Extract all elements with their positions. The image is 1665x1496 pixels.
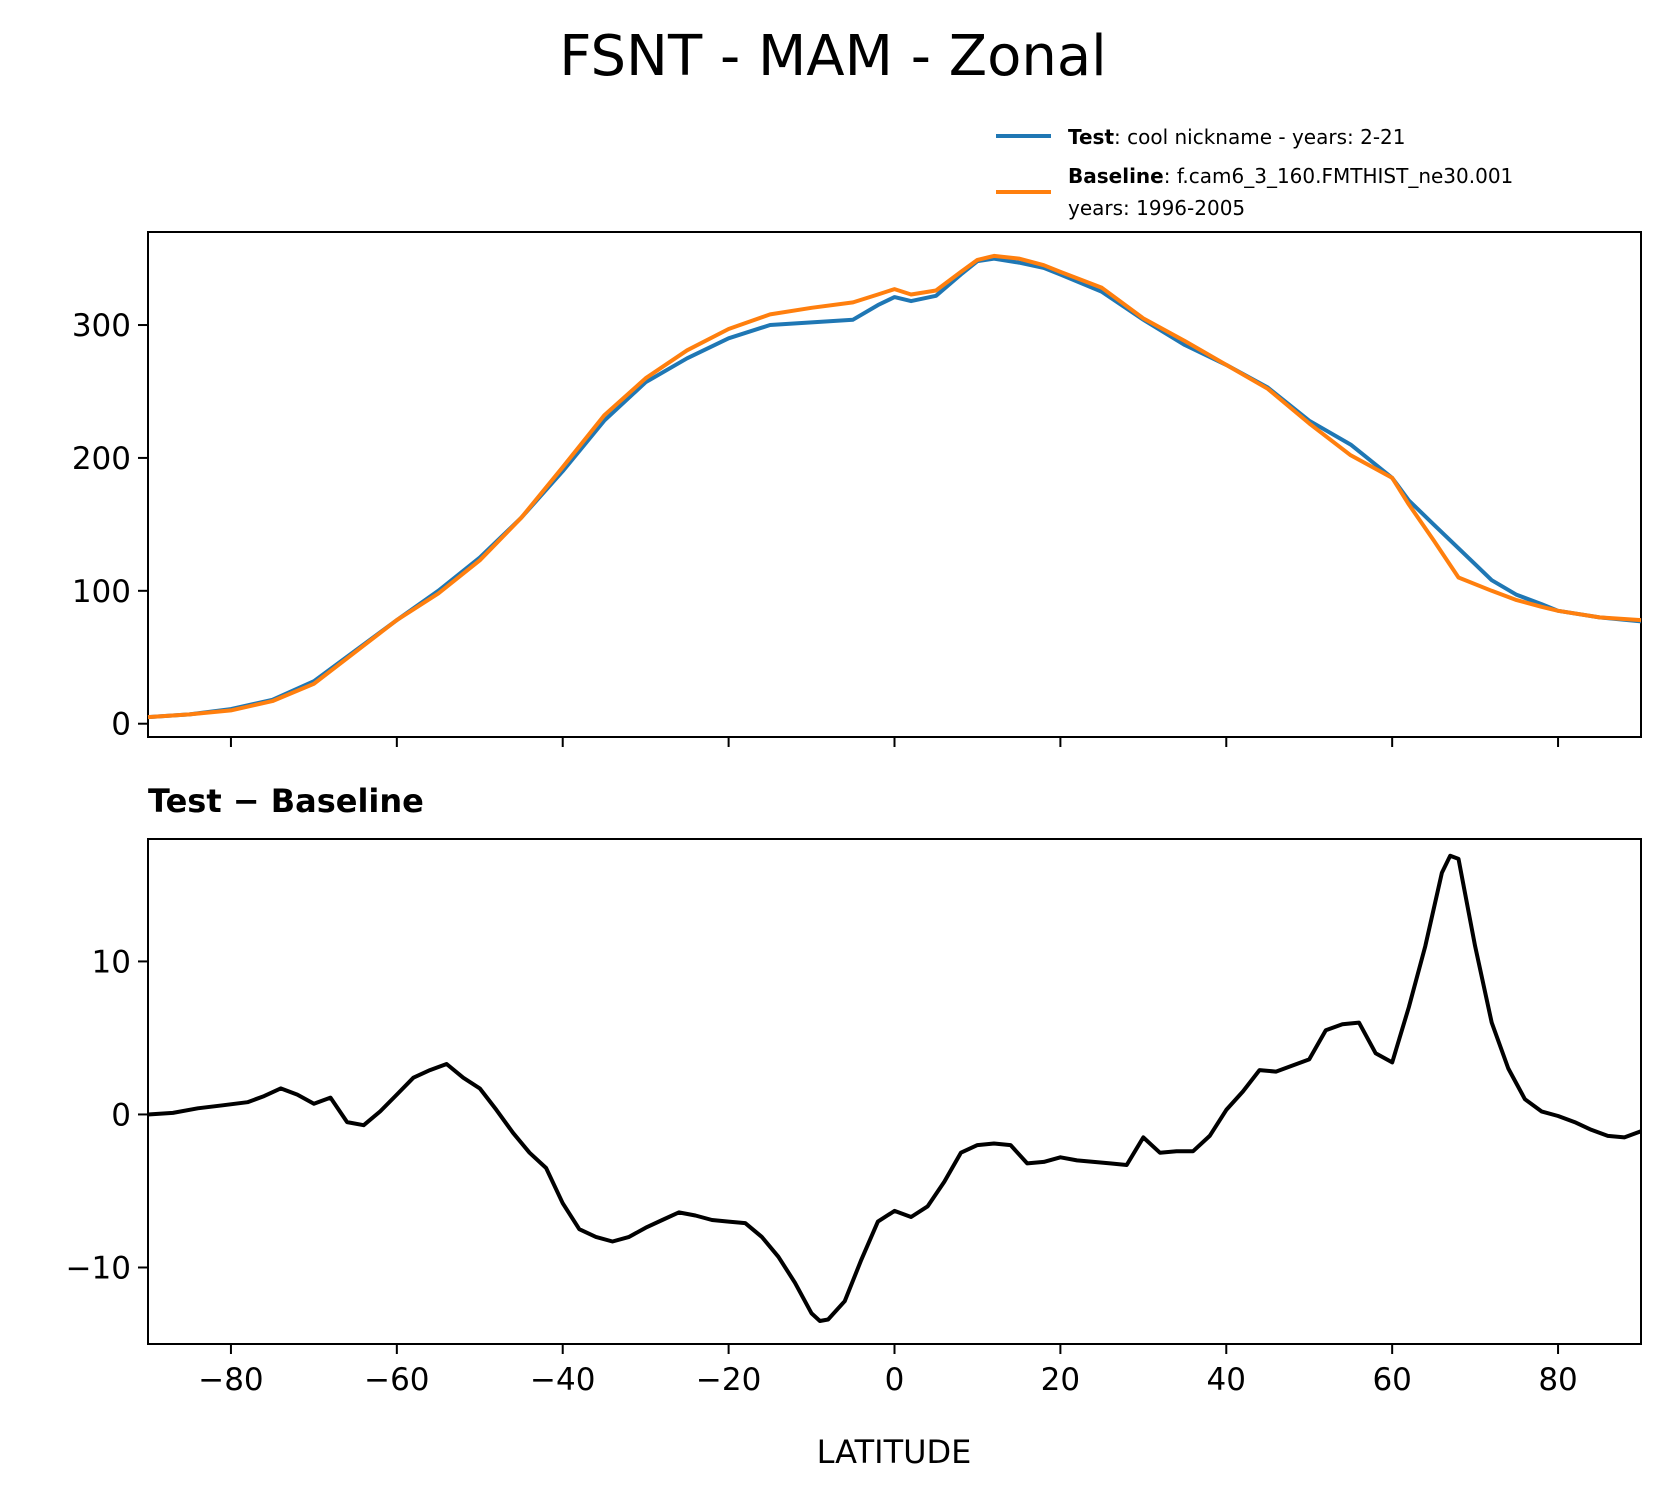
bottom-x-tick-label: −80 <box>198 1362 263 1398</box>
bottom-x-tick-label: 80 <box>1538 1362 1577 1398</box>
bottom-x-tick-label: −40 <box>530 1362 595 1398</box>
legend-test-desc: : cool nickname - years: 2-21 <box>1114 125 1405 149</box>
bottom-x-tick-label: 0 <box>885 1362 905 1398</box>
top-y-tick-label: 100 <box>72 574 131 610</box>
bottom-x-tick-label: 20 <box>1041 1362 1080 1398</box>
bottom-panel: Test − Baseline −10 0 10 −80 −60 −40 −20 0 20 40… <box>66 782 1642 1471</box>
legend-test-name: Test <box>1068 125 1114 149</box>
test-series-line <box>147 256 1642 720</box>
top-series <box>147 253 1642 720</box>
legend-test-label: Test: cool nickname - years: 2-21 <box>1068 125 1405 149</box>
legend-baseline-desc: : f.cam6_3_160.FMTHIST_ne30.001 <box>1164 164 1514 188</box>
top-y-ticks: 0 100 200 300 <box>72 308 148 743</box>
bottom-y-tick-label: 10 <box>92 944 131 980</box>
figure-title: FSNT - MAM - Zonal <box>559 24 1106 89</box>
top-y-tick-label: 0 <box>111 707 131 743</box>
bottom-y-ticks: −10 0 10 <box>66 944 148 1286</box>
baseline-series-line <box>147 253 1642 720</box>
top-x-ticks <box>229 737 1560 747</box>
top-y-tick-label: 200 <box>72 441 131 477</box>
bottom-series <box>147 853 1642 1323</box>
bottom-panel-title: Test − Baseline <box>148 782 424 820</box>
bottom-x-ticks: −80 −60 −40 −20 0 20 40 60 80 <box>198 1344 1578 1398</box>
bottom-y-tick-label: −10 <box>66 1250 131 1286</box>
top-plot-frame <box>147 231 1642 738</box>
legend-baseline-label-2: years: 1996-2005 <box>1068 196 1245 220</box>
legend-baseline-label: Baseline: f.cam6_3_160.FMTHIST_ne30.001 <box>1068 164 1513 188</box>
x-axis-label: LATITUDE <box>817 1433 972 1471</box>
bottom-plot-frame <box>147 838 1642 1345</box>
bottom-y-tick-label: 0 <box>111 1097 131 1133</box>
top-panel: 0 100 200 300 <box>72 231 1642 747</box>
difference-series-line <box>147 853 1642 1323</box>
bottom-x-tick-label: −20 <box>696 1362 761 1398</box>
bottom-x-tick-label: 40 <box>1207 1362 1246 1398</box>
legend: Test: cool nickname - years: 2-21 Baseli… <box>996 125 1513 220</box>
bottom-x-tick-label: −60 <box>364 1362 429 1398</box>
top-y-tick-label: 300 <box>72 308 131 344</box>
legend-baseline-name: Baseline <box>1068 164 1164 188</box>
bottom-x-tick-label: 60 <box>1372 1362 1411 1398</box>
